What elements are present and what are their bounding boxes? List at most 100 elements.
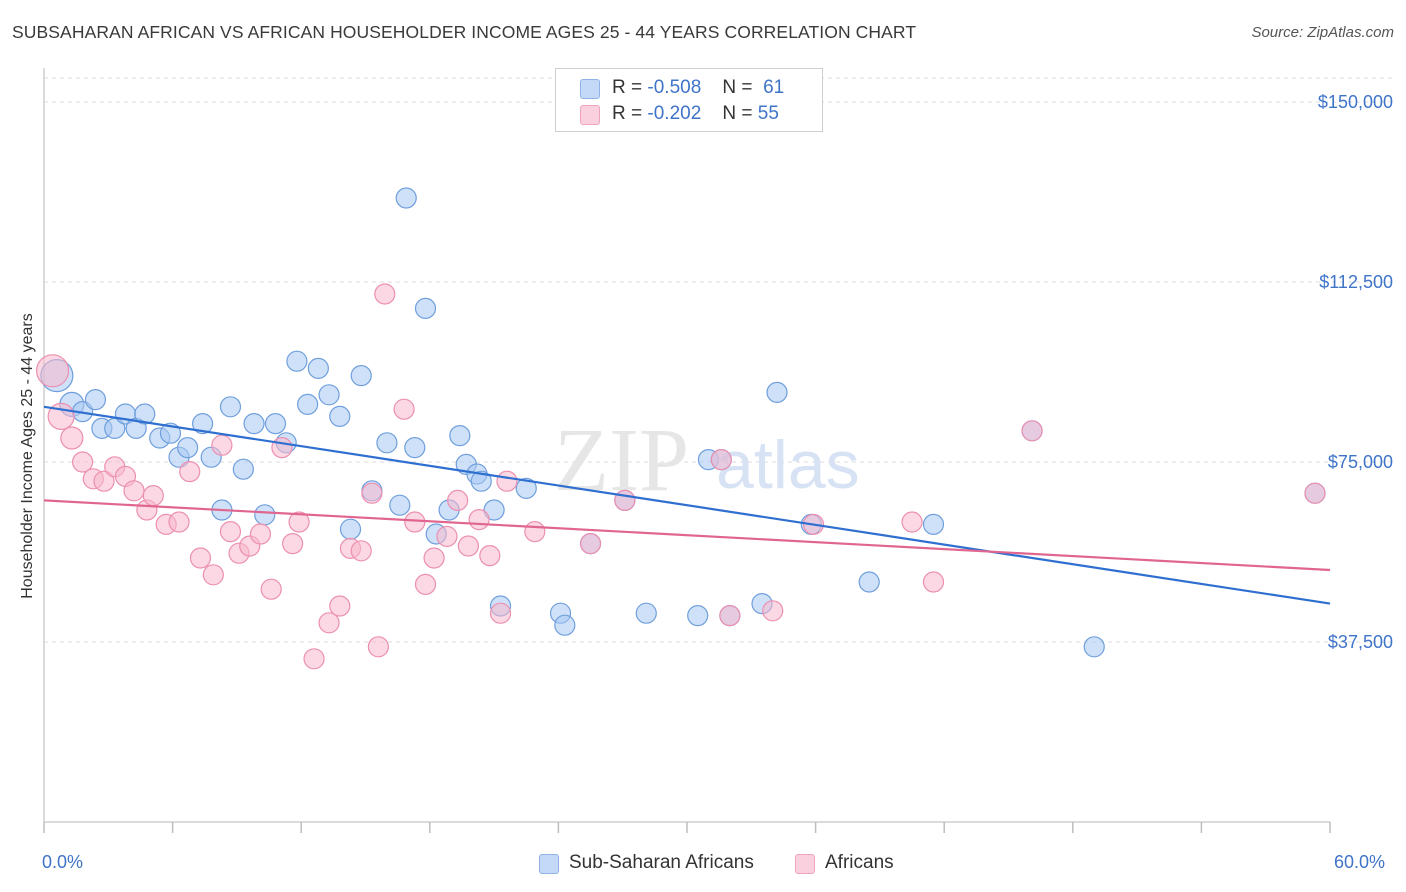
- legend-r-label: R =: [612, 77, 643, 98]
- point-africans: [260, 578, 282, 600]
- point-africans: [60, 426, 84, 450]
- point-africans: [271, 437, 293, 459]
- point-subsaharan: [329, 405, 351, 427]
- point-africans: [303, 648, 325, 670]
- trend-line-africans: [43, 499, 1331, 572]
- point-subsaharan: [264, 413, 287, 435]
- point-subsaharan: [766, 381, 788, 403]
- point-subsaharan: [376, 432, 398, 454]
- point-subsaharan: [414, 297, 437, 319]
- point-africans: [168, 511, 190, 533]
- point-subsaharan: [404, 437, 426, 459]
- point-subsaharan: [449, 425, 471, 447]
- point-subsaharan: [635, 602, 657, 624]
- point-africans: [35, 354, 70, 388]
- point-africans: [329, 595, 351, 617]
- point-africans: [762, 600, 784, 622]
- point-africans: [367, 636, 389, 658]
- point-subsaharan: [192, 413, 214, 435]
- point-subsaharan: [395, 187, 417, 209]
- point-africans: [211, 434, 233, 456]
- point-subsaharan: [483, 499, 505, 521]
- y-tick-label: $37,500: [1328, 632, 1393, 652]
- legend-n-label: N =: [722, 77, 753, 98]
- legend-r-value: -0.202: [647, 103, 702, 124]
- point-subsaharan: [318, 384, 340, 406]
- point-subsaharan: [232, 458, 254, 480]
- watermark-atlas: atlas: [716, 427, 860, 503]
- point-africans: [479, 544, 501, 567]
- point-subsaharan: [84, 389, 107, 411]
- point-africans: [249, 523, 272, 545]
- point-subsaharan: [515, 477, 537, 499]
- bottom-legend-label: Africans: [825, 852, 894, 873]
- legend-swatch-blue: [580, 79, 600, 99]
- bottom-legend-swatch-blue: [539, 854, 559, 874]
- point-africans: [1304, 482, 1326, 504]
- y-tick-label: $75,000: [1328, 452, 1393, 472]
- point-africans: [579, 532, 602, 555]
- chart-source: Source: ZipAtlas.com: [1251, 24, 1394, 41]
- point-subsaharan: [339, 518, 362, 540]
- point-subsaharan: [134, 403, 156, 425]
- point-africans: [414, 573, 437, 596]
- chart-title: SUBSAHARAN AFRICAN VS AFRICAN HOUSEHOLDE…: [12, 22, 917, 42]
- point-subsaharan: [350, 365, 372, 387]
- point-africans: [447, 489, 469, 511]
- bottom-legend-label: Sub-Saharan Africans: [569, 852, 754, 873]
- point-africans: [374, 283, 396, 305]
- y-tick-labels: $37,500 $75,000 $112,500 $150,000: [1318, 92, 1393, 652]
- stats-legend: R = -0.508 N = 61 R = -0.202 N = 55: [555, 68, 823, 132]
- point-africans: [423, 547, 445, 569]
- point-africans: [202, 564, 224, 586]
- point-subsaharan: [297, 393, 319, 415]
- x-tick-label-min: 0.0%: [42, 852, 84, 872]
- point-subsaharan: [307, 357, 329, 379]
- point-africans: [288, 511, 310, 533]
- point-africans: [361, 482, 383, 504]
- point-africans: [93, 470, 115, 492]
- point-africans: [524, 520, 546, 543]
- point-africans: [71, 451, 94, 473]
- point-subsaharan: [243, 413, 265, 435]
- point-africans: [219, 520, 242, 543]
- legend-n-value: 55: [757, 103, 779, 124]
- legend-swatch-pink: [580, 105, 600, 125]
- point-subsaharan: [177, 437, 199, 459]
- point-africans: [189, 547, 212, 569]
- point-africans: [318, 612, 340, 634]
- y-tick-label: $112,500: [1319, 272, 1393, 292]
- point-subsaharan: [159, 422, 182, 444]
- point-subsaharan: [219, 396, 242, 418]
- point-africans: [142, 485, 164, 507]
- point-africans: [457, 535, 479, 557]
- point-africans: [922, 571, 945, 593]
- legend-n-label: N =: [722, 103, 753, 124]
- point-africans: [123, 480, 145, 502]
- trend-line-subsaharan: [43, 405, 1331, 605]
- point-africans: [282, 532, 304, 555]
- point-africans: [350, 540, 372, 562]
- point-africans: [468, 508, 490, 531]
- point-africans: [489, 602, 512, 624]
- legend-n-value: 61: [763, 77, 785, 98]
- point-africans: [710, 449, 732, 471]
- point-subsaharan: [687, 604, 709, 627]
- x-tick-label-max: 60.0%: [1334, 852, 1386, 872]
- point-africans: [496, 470, 518, 492]
- legend-r-value: -0.508: [647, 77, 702, 98]
- point-africans: [1021, 420, 1043, 442]
- point-africans: [719, 604, 741, 627]
- point-subsaharan: [470, 470, 492, 492]
- point-africans: [614, 489, 636, 511]
- bottom-legend-swatch-pink: [795, 854, 815, 874]
- legend-r-label: R =: [612, 103, 643, 124]
- point-subsaharan: [922, 513, 945, 536]
- point-africans: [404, 511, 426, 533]
- point-africans: [393, 398, 415, 420]
- point-subsaharan: [389, 494, 411, 516]
- point-subsaharan: [254, 504, 276, 526]
- point-subsaharan: [1083, 636, 1105, 658]
- point-africans: [179, 461, 201, 483]
